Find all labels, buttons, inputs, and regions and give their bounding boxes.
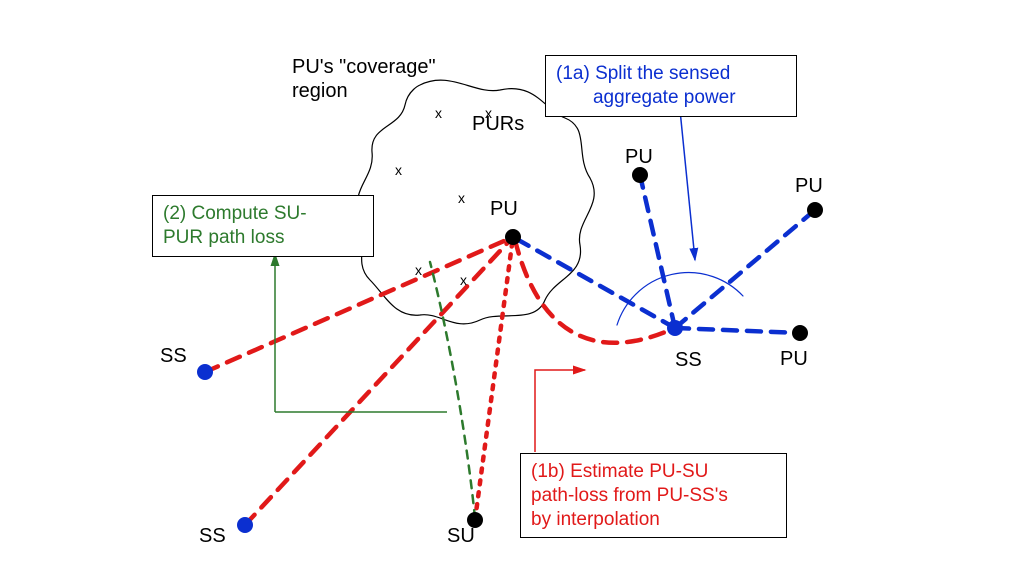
- diagram-svg: [0, 0, 1024, 576]
- callout-2-box: (2) Compute SU-PUR path loss: [152, 195, 374, 257]
- ss-right-label: SS: [675, 349, 702, 372]
- link-ss_right-pu_top: [640, 175, 675, 328]
- pur-x-mark: x: [415, 262, 422, 278]
- link-ss_right-pu_right: [675, 210, 815, 328]
- su-to-pur-green: [430, 262, 475, 518]
- pu-center-label: PU: [490, 198, 518, 221]
- diagram-stage: { "canvas": { "width": 1024, "height": 5…: [0, 0, 1024, 576]
- coverage-title: PU's "coverage"region: [292, 55, 436, 103]
- pu-top-label: PU: [625, 146, 653, 169]
- pur-x-mark: x: [460, 272, 467, 288]
- pu-lowright-label: PU: [780, 348, 808, 371]
- link-su-pu_center: [475, 237, 513, 520]
- link-ss_botleft-pu_center: [245, 237, 513, 525]
- ss-left-label: SS: [160, 345, 187, 368]
- node-pu_right: [807, 202, 823, 218]
- pur-x-mark: x: [435, 105, 442, 121]
- pu-to-ss-right-red: [515, 240, 670, 343]
- node-pu_lowright: [792, 325, 808, 341]
- callout-1a-leader: [680, 110, 695, 260]
- callout-1a-box: (1a) Split the sensed aggregate power: [545, 55, 797, 117]
- pur-x-mark: x: [485, 105, 492, 121]
- callout-1b-leader: [535, 370, 585, 452]
- link-ss_left-pu_center: [205, 237, 513, 372]
- blue-arc: [617, 273, 743, 325]
- ss-botleft-label: SS: [199, 525, 226, 548]
- su-label: SU: [447, 525, 475, 548]
- node-ss_right: [667, 320, 683, 336]
- purs-label: PURs: [472, 113, 524, 136]
- callout-1b-box: (1b) Estimate PU-SUpath-loss from PU-SS'…: [520, 453, 787, 538]
- node-ss_left: [197, 364, 213, 380]
- link-ss_right-pu_lowright: [675, 328, 800, 333]
- pur-x-mark: x: [395, 162, 402, 178]
- node-pu_center: [505, 229, 521, 245]
- node-pu_top: [632, 167, 648, 183]
- node-ss_botleft: [237, 517, 253, 533]
- pu-right-label: PU: [795, 175, 823, 198]
- pur-x-mark: x: [458, 190, 465, 206]
